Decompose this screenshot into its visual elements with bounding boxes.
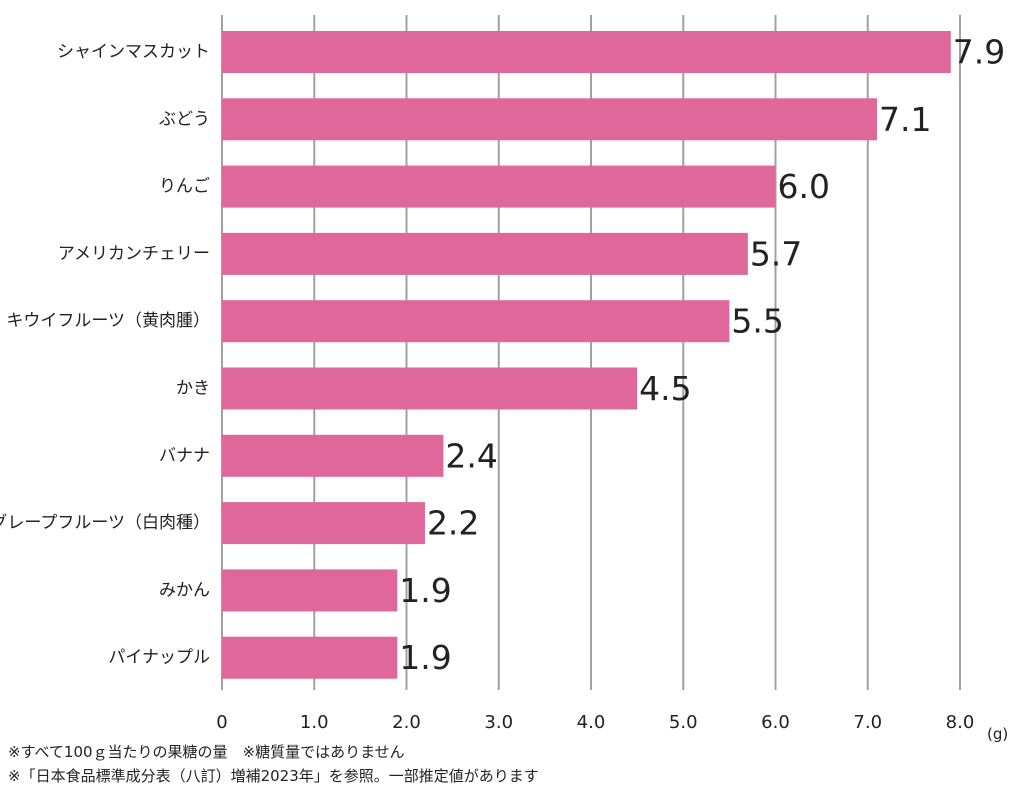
bar [222, 502, 425, 545]
x-tick-label: 5.0 [669, 712, 698, 733]
value-label: 7.1 [879, 100, 931, 139]
category-label: キウイフルーツ（黄肉腫） [6, 311, 210, 331]
x-tick-label: 6.0 [761, 712, 790, 733]
value-label: 1.9 [399, 638, 451, 677]
bar [222, 31, 951, 73]
category-label: グレープフルーツ（白肉種） [0, 513, 210, 533]
value-label: 6.0 [778, 167, 830, 206]
bar [222, 569, 398, 612]
value-label: 1.9 [399, 571, 451, 610]
category-label: かき [176, 379, 210, 399]
x-tick-label: 0 [216, 712, 227, 733]
footnote-1: ※すべて100ｇ当たりの果糖の量 ※糖質量ではありません [8, 743, 405, 761]
x-tick-label: 8.0 [946, 712, 975, 733]
bar [222, 165, 776, 208]
category-label: みかん [159, 580, 210, 600]
x-tick-label: 4.0 [577, 712, 606, 733]
category-label: アメリカンチェリー [58, 244, 210, 264]
value-label: 2.2 [427, 504, 479, 543]
category-label: パイナップル [108, 648, 210, 668]
value-label: 4.5 [639, 369, 691, 408]
x-tick-label: 2.0 [392, 712, 421, 733]
bar [222, 434, 444, 477]
value-label: 5.5 [731, 302, 783, 341]
category-label: ぶどう [159, 109, 210, 129]
x-tick-label: 7.0 [853, 712, 882, 733]
x-tick-label: 3.0 [484, 712, 513, 733]
category-label: シャインマスカット [57, 42, 210, 62]
bar [222, 300, 730, 343]
value-label: 5.7 [750, 234, 802, 273]
category-label: りんご [159, 177, 210, 197]
bar [222, 636, 398, 679]
bar [222, 367, 638, 410]
x-tick-label: 1.0 [300, 712, 329, 733]
bar [222, 98, 877, 141]
value-label: 7.9 [953, 33, 1005, 72]
x-unit-label: (g) [987, 725, 1008, 743]
value-label: 2.4 [445, 436, 497, 475]
bar [222, 232, 748, 275]
category-label: バナナ [159, 446, 210, 466]
footnote-2: ※「日本食品標準成分表（八訂）増補2023年」を参照。一部推定値があります [8, 767, 539, 785]
